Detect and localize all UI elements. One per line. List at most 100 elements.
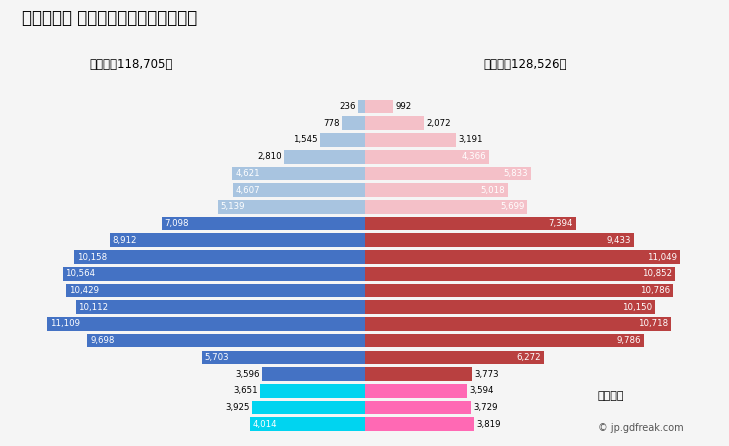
Text: 5,833: 5,833 — [504, 169, 529, 178]
Bar — [364, 250, 680, 264]
Text: 8,912: 8,912 — [113, 236, 137, 245]
Text: 10～14: 10～14 — [370, 386, 397, 395]
Bar — [364, 317, 671, 331]
Bar — [262, 367, 364, 381]
Bar — [364, 99, 393, 113]
Bar — [66, 284, 364, 297]
Bar — [284, 150, 364, 164]
Text: 10,852: 10,852 — [642, 269, 671, 278]
Bar — [364, 267, 674, 281]
Text: 4,014: 4,014 — [253, 420, 277, 429]
Text: 60～64: 60～64 — [370, 219, 397, 228]
Text: 90～94: 90～94 — [370, 119, 397, 128]
Text: ２０２５年 渋谷区の人口構成（予測）: ２０２５年 渋谷区の人口構成（予測） — [22, 9, 197, 27]
Bar — [218, 200, 364, 214]
Text: 35～39: 35～39 — [370, 303, 397, 312]
Text: 10,150: 10,150 — [622, 303, 652, 312]
Bar — [364, 116, 424, 130]
Bar — [364, 367, 472, 381]
Text: 4,621: 4,621 — [235, 169, 260, 178]
Text: 1,545: 1,545 — [294, 136, 318, 145]
Text: 4,366: 4,366 — [461, 152, 486, 161]
Text: 95歳～: 95歳～ — [370, 102, 391, 111]
Bar — [364, 334, 644, 347]
Bar — [233, 166, 364, 180]
Text: 10,158: 10,158 — [77, 252, 107, 261]
Text: 70～74: 70～74 — [370, 186, 397, 194]
Bar — [201, 351, 364, 364]
Text: 3,651: 3,651 — [233, 386, 258, 395]
Text: 5,139: 5,139 — [220, 202, 245, 211]
Text: 30～34: 30～34 — [370, 319, 397, 328]
Text: 80～84: 80～84 — [370, 152, 397, 161]
Text: 9,433: 9,433 — [607, 236, 631, 245]
Bar — [364, 284, 673, 297]
Bar — [364, 183, 508, 197]
Text: 5,018: 5,018 — [480, 186, 505, 194]
Text: 50～54: 50～54 — [370, 252, 397, 261]
Text: 15～19: 15～19 — [370, 370, 397, 379]
Text: 2,810: 2,810 — [257, 152, 282, 161]
Text: 3,925: 3,925 — [225, 403, 250, 412]
Text: 85～89: 85～89 — [370, 136, 397, 145]
Text: 3,191: 3,191 — [458, 136, 483, 145]
Bar — [343, 116, 364, 130]
Text: 9,698: 9,698 — [90, 336, 114, 345]
Text: 0～4: 0～4 — [370, 420, 386, 429]
Bar — [364, 384, 467, 398]
Text: 11,049: 11,049 — [647, 252, 677, 261]
Bar — [364, 233, 634, 247]
Bar — [233, 183, 364, 197]
Bar — [364, 417, 474, 431]
Text: 45～49: 45～49 — [370, 269, 397, 278]
Text: 5,699: 5,699 — [500, 202, 524, 211]
Bar — [364, 133, 456, 147]
Text: 7,394: 7,394 — [548, 219, 573, 228]
Bar — [74, 250, 364, 264]
Bar — [47, 317, 364, 331]
Text: 20～24: 20～24 — [370, 353, 397, 362]
Bar — [364, 217, 576, 231]
Text: 40～44: 40～44 — [370, 286, 397, 295]
Text: 9,786: 9,786 — [617, 336, 642, 345]
Text: 6,272: 6,272 — [516, 353, 541, 362]
Text: 65～69: 65～69 — [370, 202, 397, 211]
Text: 25～29: 25～29 — [370, 336, 397, 345]
Text: 女性計：128,526人: 女性計：128,526人 — [483, 58, 566, 71]
Bar — [364, 150, 489, 164]
Text: 10,112: 10,112 — [79, 303, 109, 312]
Bar — [76, 300, 364, 314]
Text: 単位：人: 単位：人 — [598, 392, 624, 401]
Text: 2,072: 2,072 — [426, 119, 451, 128]
Bar — [364, 351, 544, 364]
Text: 10,786: 10,786 — [640, 286, 670, 295]
Bar — [110, 233, 364, 247]
Text: 5～9: 5～9 — [370, 403, 386, 412]
Text: 3,819: 3,819 — [476, 420, 500, 429]
Text: 4,607: 4,607 — [235, 186, 260, 194]
Bar — [364, 200, 527, 214]
Text: 10,718: 10,718 — [638, 319, 668, 328]
Text: © jp.gdfreak.com: © jp.gdfreak.com — [598, 423, 683, 433]
Text: 778: 778 — [324, 119, 340, 128]
Bar — [252, 401, 364, 414]
Bar — [364, 401, 471, 414]
Bar — [364, 166, 531, 180]
Text: 5,703: 5,703 — [204, 353, 229, 362]
Text: 3,594: 3,594 — [469, 386, 494, 395]
Text: 3,773: 3,773 — [475, 370, 499, 379]
Bar — [250, 417, 364, 431]
Text: 11,109: 11,109 — [50, 319, 80, 328]
Bar — [260, 384, 364, 398]
Text: 55～59: 55～59 — [370, 236, 397, 245]
Text: 236: 236 — [339, 102, 356, 111]
Text: 10,429: 10,429 — [69, 286, 99, 295]
Bar — [63, 267, 365, 281]
Text: 3,729: 3,729 — [473, 403, 498, 412]
Text: 3,596: 3,596 — [235, 370, 260, 379]
Bar — [87, 334, 364, 347]
Text: 75～79: 75～79 — [370, 169, 397, 178]
Text: 7,098: 7,098 — [165, 219, 189, 228]
Text: 992: 992 — [395, 102, 411, 111]
Bar — [162, 217, 364, 231]
